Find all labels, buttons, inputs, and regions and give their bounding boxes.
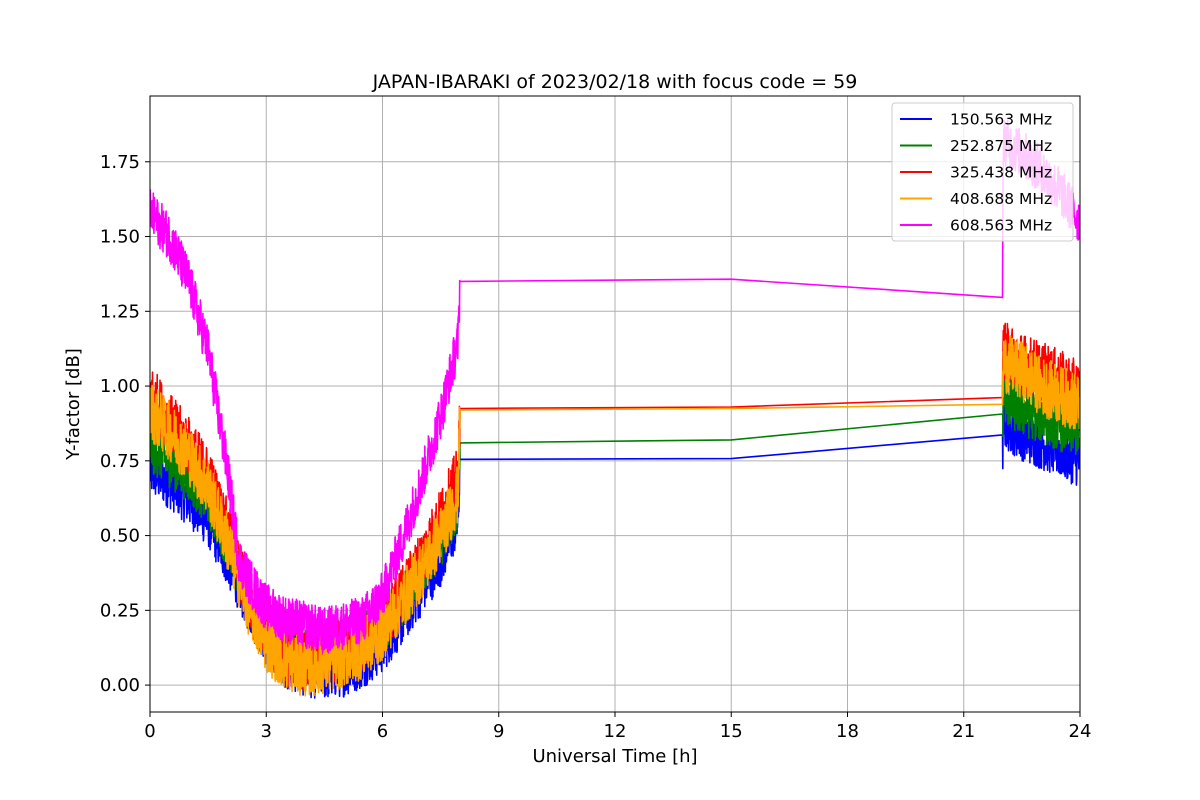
x-tick-label: 18 — [836, 721, 859, 742]
y-tick-label: 1.00 — [100, 376, 140, 397]
x-tick-label: 24 — [1069, 721, 1092, 742]
legend: 150.563 MHz 252.875 MHz 325.438 MHz 408.688… — [891, 102, 1074, 242]
x-axis-label: Universal Time [h] — [532, 746, 697, 767]
legend-entry-label: 252.875 MHz — [950, 137, 1052, 155]
x-tick-label: 12 — [604, 721, 627, 742]
y-tick-label: 0.75 — [100, 451, 140, 472]
x-tick-label: 6 — [377, 721, 388, 742]
legend-entry-label: 325.438 MHz — [950, 164, 1052, 182]
x-tick-label: 0 — [144, 721, 155, 742]
ticks: 0 3 6 9 12 15 18 21 24 0.00 0.25 0.50 0.75 1.00 1.25 1.… — [100, 152, 1092, 742]
x-tick-label: 3 — [261, 721, 272, 742]
y-tick-label: 0.25 — [100, 600, 140, 621]
legend-entry-label: 150.563 MHz — [950, 111, 1052, 129]
y-tick-label: 1.25 — [100, 301, 140, 322]
legend-entry-label: 608.563 MHz — [950, 217, 1052, 235]
legend-box — [891, 102, 1074, 242]
y-tick-label: 0.50 — [100, 526, 140, 547]
y-tick-label: 0.00 — [100, 675, 140, 696]
y-tick-label: 1.75 — [100, 152, 140, 173]
y-axis-label: Y-factor [dB] — [63, 348, 84, 461]
x-tick-label: 15 — [720, 721, 743, 742]
legend-entry-label: 408.688 MHz — [950, 190, 1052, 208]
chart-title: JAPAN-IBARAKI of 2023/02/18 with focus c… — [372, 71, 858, 93]
x-tick-label: 9 — [493, 721, 504, 742]
x-tick-label: 21 — [952, 721, 975, 742]
y-tick-label: 1.50 — [100, 227, 140, 248]
